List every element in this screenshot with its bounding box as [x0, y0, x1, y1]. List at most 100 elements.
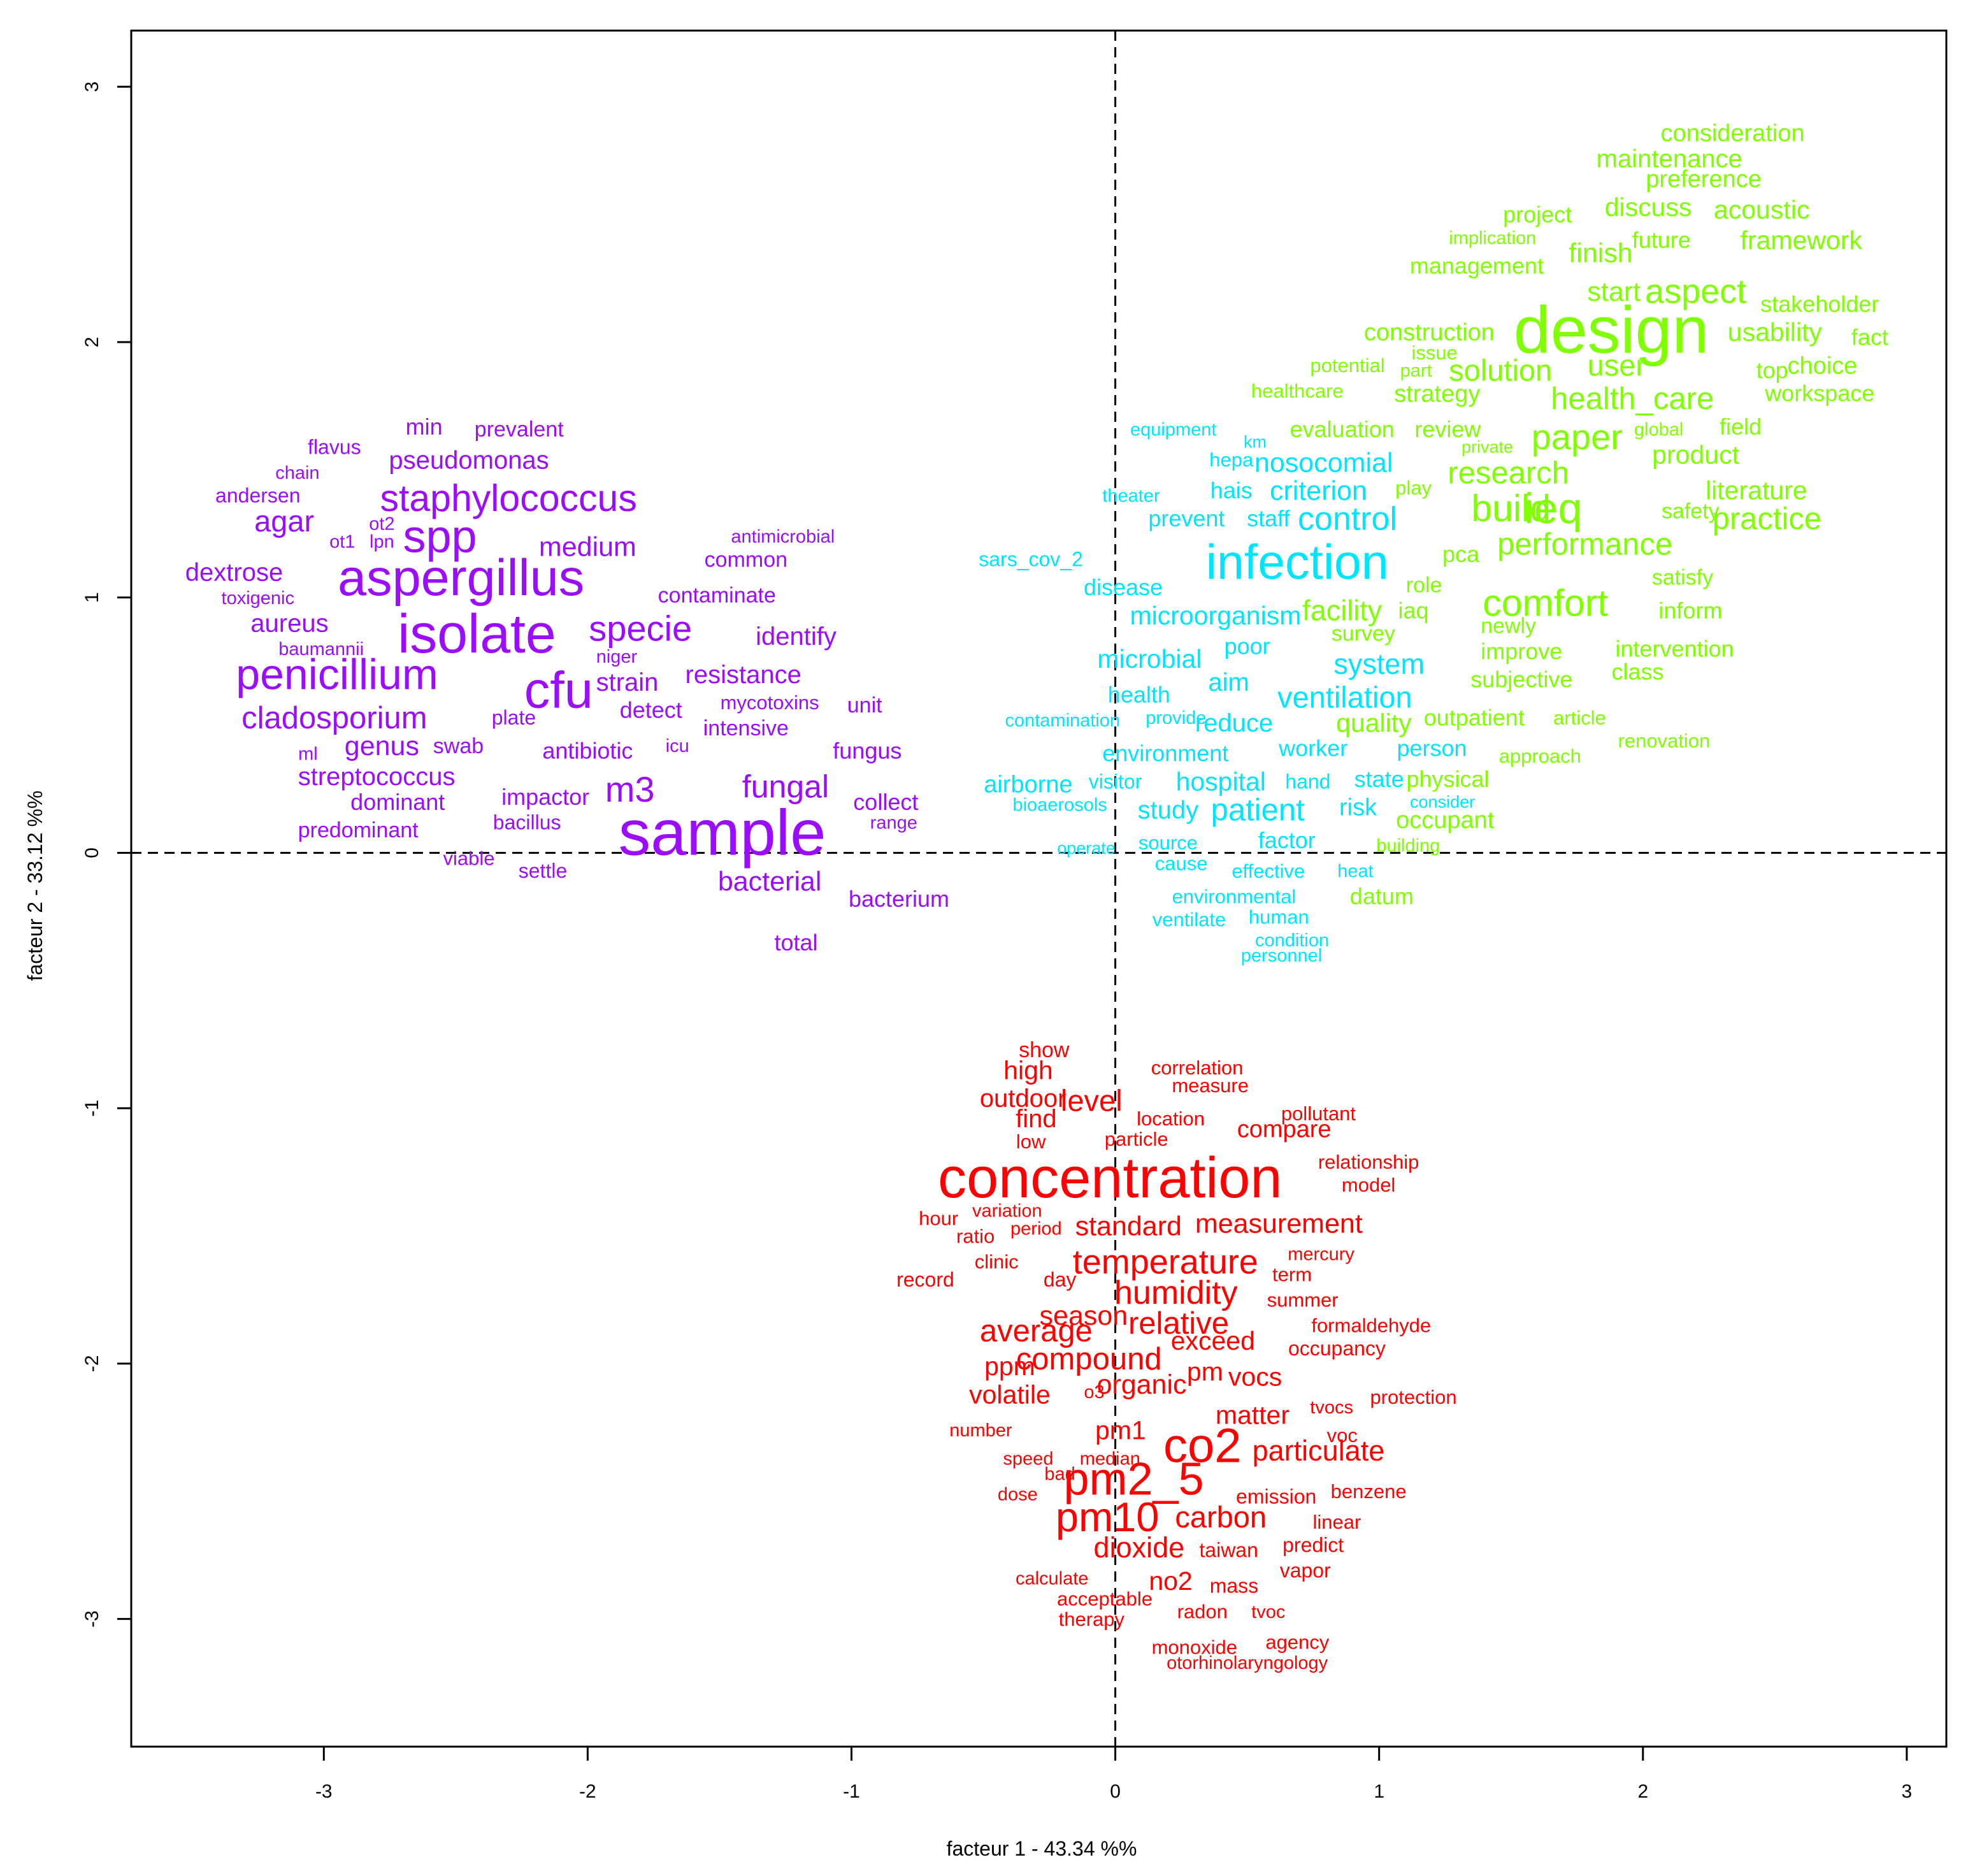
word-label: infection [1206, 535, 1389, 589]
word-label: personnel [1241, 946, 1322, 966]
x-axis-title: facteur 1 - 43.34 %% [947, 1837, 1137, 1860]
word-label: location [1137, 1108, 1205, 1130]
word-label: aureus [250, 610, 328, 638]
word-label: survey [1332, 622, 1395, 646]
word-label: staff [1247, 505, 1290, 531]
word-label: flavus [308, 435, 361, 458]
word-label: mass [1210, 1575, 1258, 1598]
word-label: pca [1442, 541, 1480, 567]
word-label: effective [1232, 860, 1305, 882]
word-label: poor [1225, 633, 1270, 659]
word-label: operate [1057, 839, 1116, 858]
word-label: ml [298, 744, 318, 764]
word-label: acceptable [1057, 1587, 1153, 1610]
word-label: correlation [1151, 1057, 1244, 1079]
word-label: occupant [1396, 807, 1495, 834]
word-label: hais [1210, 477, 1253, 503]
word-label: factor [1258, 827, 1316, 853]
word-label: show [1019, 1038, 1070, 1062]
word-label: calculate [1016, 1569, 1088, 1589]
word-label: fungal [742, 769, 829, 805]
word-label: find [1016, 1105, 1057, 1133]
word-label: resistance [686, 661, 801, 689]
word-label: dominant [350, 789, 445, 815]
word-label: heat [1337, 862, 1373, 882]
word-label: median [1080, 1448, 1140, 1469]
word-label: role [1406, 574, 1442, 598]
word-label: co2 [1163, 1419, 1242, 1473]
y-tick-label: 1 [82, 592, 103, 603]
word-label: health_care [1551, 382, 1714, 416]
word-label: solution [1449, 353, 1552, 387]
word-label: concentration [938, 1146, 1282, 1210]
word-label: clinic [975, 1250, 1019, 1273]
word-label: implication [1449, 228, 1536, 249]
word-label: healthcare [1251, 380, 1344, 402]
word-label: building [1376, 836, 1440, 856]
word-label: intervention [1615, 635, 1734, 661]
word-label: health [1108, 682, 1170, 708]
word-label: average [980, 1314, 1093, 1348]
word-label: usability [1728, 317, 1823, 347]
word-label: research [1447, 456, 1569, 490]
word-label: cladosporium [241, 701, 427, 735]
word-label: aim [1208, 668, 1249, 696]
word-label: antimicrobial [731, 527, 835, 547]
word-label: protection [1370, 1386, 1456, 1408]
word-label: bacterial [718, 867, 822, 897]
word-label: private [1462, 438, 1513, 457]
word-label: identify [756, 623, 837, 651]
word-label: particulate [1253, 1434, 1385, 1467]
x-tick-label: 2 [1637, 1781, 1648, 1802]
word-label: review [1414, 416, 1481, 442]
word-label: strain [596, 668, 659, 696]
word-label: improve [1481, 638, 1562, 664]
word-label: otorhinolaryngology [1167, 1653, 1328, 1673]
word-label: collect [853, 789, 918, 815]
word-label: km [1244, 433, 1267, 452]
y-tick-label: -1 [82, 1100, 103, 1117]
word-label: dose [998, 1484, 1038, 1504]
word-label: criterion [1270, 475, 1367, 506]
word-label: mycotoxins [721, 691, 819, 714]
x-tick-label: -1 [843, 1781, 860, 1802]
word-label: risk [1339, 795, 1377, 821]
word-label: term [1272, 1263, 1312, 1285]
word-label: record [896, 1268, 954, 1291]
word-label: start [1587, 277, 1641, 307]
word-label: spp [403, 512, 477, 563]
word-label: staphylococcus [380, 477, 636, 519]
word-label: occupancy [1288, 1337, 1386, 1360]
word-label: standard [1075, 1211, 1182, 1242]
word-label: summer [1267, 1289, 1339, 1311]
x-axis: -3 -2 -1 0 1 2 3 [315, 1747, 1912, 1802]
word-label: fungus [833, 738, 901, 764]
word-label: global [1634, 419, 1683, 440]
word-label: strategy [1394, 380, 1480, 407]
word-label: visitor [1089, 770, 1142, 793]
word-label: tvoc [1251, 1602, 1285, 1622]
word-label: benzene [1331, 1480, 1407, 1503]
word-label: issue [1411, 342, 1457, 364]
word-label: measurement [1195, 1209, 1363, 1239]
word-label: number [949, 1420, 1012, 1441]
word-label: day [1044, 1268, 1077, 1291]
word-label: state [1354, 766, 1404, 792]
word-label: bioaerosols [1012, 795, 1107, 815]
word-label: preference [1646, 166, 1762, 193]
word-label: equipment [1130, 419, 1216, 440]
word-label: safety [1662, 499, 1720, 523]
word-label: construction [1364, 319, 1495, 346]
word-label: no2 [1149, 1566, 1192, 1596]
word-label: organic [1096, 1369, 1186, 1400]
y-tick-label: 0 [82, 848, 103, 858]
word-label: environment [1102, 740, 1228, 767]
word-label: hour [919, 1207, 958, 1229]
word-label: microbial [1097, 644, 1202, 674]
word-label: pm2_5 [1063, 1454, 1203, 1504]
word-label: comfort [1483, 582, 1608, 624]
word-label: intensive [703, 716, 789, 740]
word-label: speed [1003, 1448, 1053, 1469]
word-label: design [1514, 293, 1709, 367]
